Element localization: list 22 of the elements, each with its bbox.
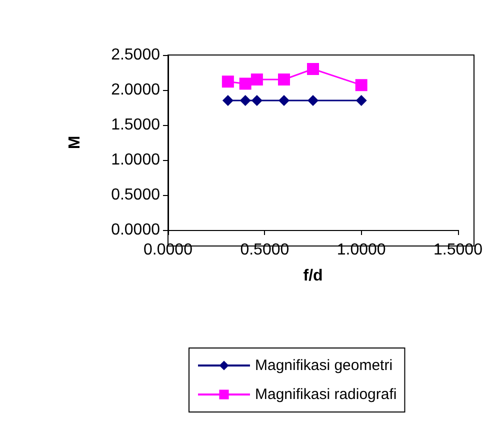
y-tick-label: 1.5000 — [111, 116, 160, 134]
y-tick-label: 0.0000 — [111, 222, 160, 238]
y-tick-label: 1.0000 — [111, 152, 160, 168]
point — [307, 63, 319, 75]
point — [355, 79, 368, 92]
y-tick-label: 2.0000 — [111, 82, 160, 98]
point — [239, 78, 252, 90]
y-tick-label: 2.5000 — [111, 46, 160, 64]
point — [308, 95, 318, 106]
legend-label: Magnifikasi radiografi — [255, 386, 397, 403]
legend-label: Magnifikasi geometri — [255, 357, 393, 374]
y-axis-title: M — [66, 136, 84, 150]
point — [356, 95, 367, 106]
point — [278, 74, 290, 86]
point — [222, 95, 234, 106]
point — [251, 95, 262, 106]
point — [240, 95, 251, 106]
point — [222, 76, 234, 88]
y-tick-label: 0.5000 — [111, 186, 160, 204]
point — [250, 74, 263, 86]
x-axis-title: f/d — [303, 268, 323, 284]
point — [278, 95, 290, 106]
